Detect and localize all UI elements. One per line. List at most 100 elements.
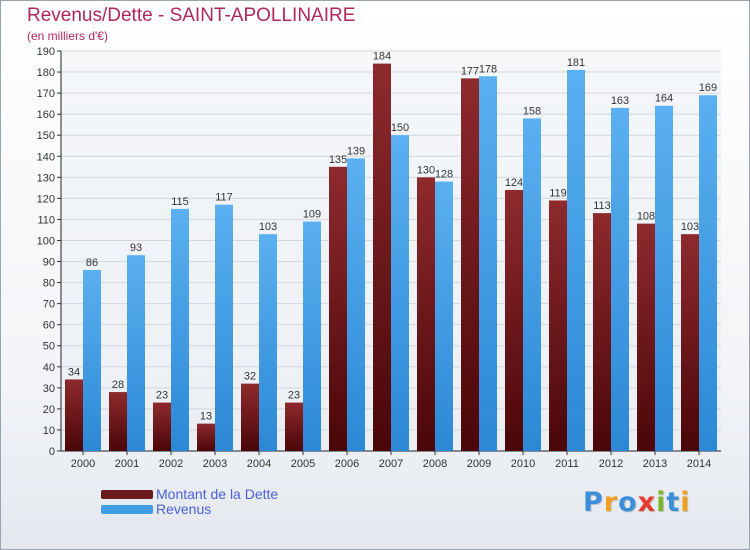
y-tick-label: 120 xyxy=(37,193,55,205)
x-tick-label: 2013 xyxy=(643,458,667,470)
legend-label-dette: Montant de la Dette xyxy=(156,486,279,502)
y-tick-label: 160 xyxy=(37,109,55,121)
data-label-revenus: 163 xyxy=(611,95,629,107)
bar-revenus xyxy=(259,234,277,451)
x-tick-label: 2001 xyxy=(115,458,139,470)
bar-dette xyxy=(549,200,567,451)
data-label-dette: 119 xyxy=(549,187,567,199)
data-label-revenus: 150 xyxy=(391,122,409,134)
data-label-revenus: 115 xyxy=(171,196,189,208)
y-tick-label: 180 xyxy=(37,67,55,79)
data-label-dette: 23 xyxy=(288,390,300,402)
proxiti-logo: Proxiti xyxy=(583,487,691,518)
bar-revenus xyxy=(347,158,365,452)
data-label-revenus: 86 xyxy=(86,257,98,269)
logo-letter: o xyxy=(618,487,638,518)
bar-dette xyxy=(373,63,391,451)
data-label-dette: 113 xyxy=(593,200,611,212)
logo-letter: r xyxy=(603,487,619,518)
logo-letter: P xyxy=(583,487,604,518)
y-tick-label: 140 xyxy=(37,151,55,163)
x-tick-label: 2007 xyxy=(379,458,403,470)
y-tick-label: 20 xyxy=(43,404,55,416)
bar-dette xyxy=(241,383,259,451)
legend-swatch-revenus xyxy=(101,505,153,514)
bar-revenus xyxy=(435,181,453,452)
bar-revenus xyxy=(699,95,717,452)
data-label-revenus: 109 xyxy=(303,209,321,221)
legend-label-revenus: Revenus xyxy=(156,501,212,517)
data-label-revenus: 93 xyxy=(130,242,142,254)
bar-revenus xyxy=(567,69,585,452)
bar-dette xyxy=(637,223,655,451)
x-tick-label: 2010 xyxy=(511,458,535,470)
bar-revenus xyxy=(215,204,233,451)
y-tick-label: 0 xyxy=(49,446,55,458)
y-tick-label: 30 xyxy=(43,383,55,395)
data-label-dette: 32 xyxy=(244,371,256,383)
bar-revenus xyxy=(479,76,497,452)
legend-swatch-dette xyxy=(101,490,153,499)
bar-dette xyxy=(593,213,611,451)
bar-revenus xyxy=(127,255,145,451)
data-label-dette: 124 xyxy=(505,177,523,189)
y-tick-label: 80 xyxy=(43,278,55,290)
x-tick-label: 2002 xyxy=(159,458,183,470)
bar-revenus xyxy=(303,221,321,451)
x-tick-label: 2000 xyxy=(71,458,95,470)
bar-dette xyxy=(681,234,699,451)
y-tick-label: 70 xyxy=(43,299,55,311)
data-label-revenus: 169 xyxy=(699,82,717,94)
data-label-dette: 34 xyxy=(68,366,80,378)
y-tick-label: 90 xyxy=(43,257,55,269)
data-label-dette: 103 xyxy=(681,221,699,233)
logo-letter: i xyxy=(680,487,691,518)
y-tick-label: 190 xyxy=(37,46,55,58)
x-tick-label: 2006 xyxy=(335,458,359,470)
y-tick-label: 170 xyxy=(37,88,55,100)
bar-dette xyxy=(417,177,435,451)
bar-dette xyxy=(153,402,171,451)
chart-title: Revenus/Dette - SAINT-APOLLINAIRE xyxy=(27,5,356,26)
bar-dette xyxy=(461,78,479,452)
bar-dette xyxy=(285,402,303,451)
data-label-revenus: 178 xyxy=(479,63,497,75)
bar-revenus xyxy=(83,269,101,451)
x-tick-label: 2011 xyxy=(555,458,579,470)
data-label-dette: 130 xyxy=(417,164,435,176)
data-label-dette: 23 xyxy=(156,390,168,402)
chart-subtitle: (en milliers d'€) xyxy=(27,29,108,43)
data-label-dette: 184 xyxy=(373,51,391,63)
y-tick-label: 130 xyxy=(37,172,55,184)
bar-revenus xyxy=(523,118,541,452)
bar-dette xyxy=(109,392,127,451)
x-tick-label: 2008 xyxy=(423,458,447,470)
bar-revenus xyxy=(391,135,409,452)
bar-revenus xyxy=(611,107,629,451)
x-tick-label: 2005 xyxy=(291,458,315,470)
data-label-revenus: 117 xyxy=(215,192,233,204)
logo-letter: x xyxy=(637,487,657,518)
y-tick-label: 60 xyxy=(43,320,55,332)
y-tick-label: 110 xyxy=(37,214,55,226)
y-tick-label: 50 xyxy=(43,341,55,353)
data-label-revenus: 139 xyxy=(347,145,365,157)
data-label-revenus: 128 xyxy=(435,169,453,181)
y-tick-label: 10 xyxy=(43,425,55,437)
data-label-dette: 135 xyxy=(329,154,347,166)
y-tick-label: 40 xyxy=(43,362,55,374)
bar-dette xyxy=(505,189,523,451)
data-label-dette: 28 xyxy=(112,379,124,391)
x-tick-label: 2004 xyxy=(247,458,271,470)
bar-dette xyxy=(329,166,347,451)
bar-revenus xyxy=(655,105,673,451)
data-label-revenus: 103 xyxy=(259,221,277,233)
bar-revenus xyxy=(171,208,189,451)
y-tick-label: 100 xyxy=(37,235,55,247)
bar-dette xyxy=(197,423,215,451)
data-label-dette: 108 xyxy=(637,211,655,223)
x-tick-label: 2003 xyxy=(203,458,227,470)
x-tick-label: 2012 xyxy=(599,458,623,470)
